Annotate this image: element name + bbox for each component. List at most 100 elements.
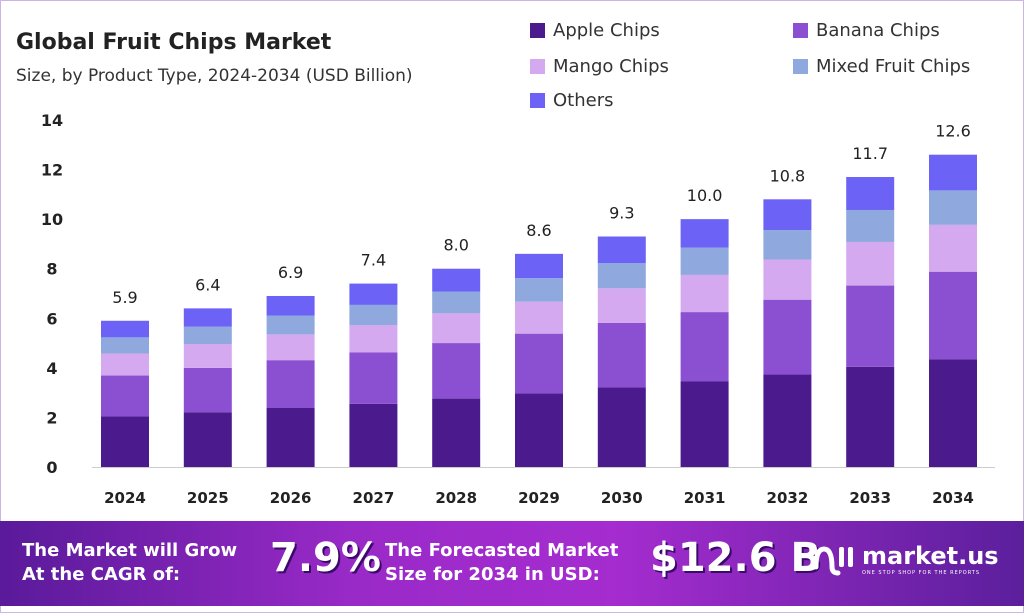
bar-segment-mango-chips (929, 224, 977, 272)
legend-label: Mango Chips (553, 56, 669, 77)
bar-segment-mixed-fruit-chips (597, 263, 646, 289)
bar-segment-apple-chips (515, 393, 563, 467)
y-tick-label: 0 (46, 458, 57, 477)
bar-segment-others (846, 177, 895, 210)
total-label: 8.0 (443, 236, 468, 255)
bar-segment-mango-chips (349, 324, 398, 353)
x-tick-label: 2027 (353, 489, 395, 507)
bar-segment-mixed-fruit-chips (101, 337, 149, 354)
legend-label: Apple Chips (553, 20, 660, 41)
bar-segment-apple-chips (680, 381, 729, 467)
bar-segment-banana-chips (929, 271, 977, 360)
bar-segment-mango-chips (763, 259, 812, 300)
bar-segment-apple-chips (101, 416, 149, 467)
x-tick-label: 2029 (518, 489, 560, 507)
bar-segment-mixed-fruit-chips (432, 291, 481, 314)
bar-segment-mixed-fruit-chips (929, 190, 977, 225)
forecast-label: The Forecasted Market Size for 2034 in US… (385, 539, 618, 587)
chart-plot: 0 2 4 6 8 10 12 14 5.9 2024 6.4 2025 6.9 2026 7.4 2027 8… (41, 111, 995, 507)
bar-segment-banana-chips (763, 299, 812, 375)
legend-item-banana: Banana Chips (793, 20, 940, 41)
bar-segment-banana-chips (432, 343, 481, 399)
x-tick-label: 2034 (932, 489, 974, 507)
legend-label: Banana Chips (816, 20, 940, 41)
bar-segment-banana-chips (680, 312, 729, 382)
x-tick-label: 2033 (849, 489, 891, 507)
brand-tagline: ONE STOP SHOP FOR THE REPORTS (862, 570, 981, 576)
bar-segment-mixed-fruit-chips (349, 304, 398, 325)
x-tick-label: 2026 (270, 489, 312, 507)
chart-subtitle: Size, by Product Type, 2024-2034 (USD Bi… (16, 66, 413, 86)
x-tick-label: 2031 (684, 489, 726, 507)
bar-segment-apple-chips (432, 398, 481, 467)
legend-swatch (530, 23, 545, 38)
forecast-label-line: The Forecasted Market (385, 540, 619, 561)
bar-segment-mango-chips (597, 288, 646, 323)
bar-segment-apple-chips (183, 412, 232, 467)
bar-segment-mango-chips (183, 344, 232, 368)
bar-segment-others (680, 219, 729, 248)
bar-segment-others (101, 320, 149, 338)
y-tick-label: 4 (46, 359, 57, 378)
bar-segment-apple-chips (349, 403, 398, 467)
bar-segment-mango-chips (266, 334, 315, 361)
bar-segment-mango-chips (680, 274, 729, 313)
y-tick-label: 10 (41, 210, 63, 229)
total-label: 12.6 (935, 122, 971, 141)
bar-segment-apple-chips (763, 374, 812, 467)
legend-swatch (530, 93, 545, 108)
x-tick-label: 2032 (767, 489, 809, 507)
x-tick-label: 2028 (435, 489, 477, 507)
total-label: 7.4 (361, 251, 386, 270)
bar-segment-others (432, 268, 481, 292)
total-label: 9.3 (609, 203, 634, 222)
total-label: 10.0 (687, 186, 723, 205)
total-label: 8.6 (526, 221, 551, 240)
cagr-label-line: The Market will Grow (22, 540, 238, 561)
bar-segment-mango-chips (515, 301, 563, 334)
bar-segment-banana-chips (515, 333, 563, 394)
total-label: 5.9 (112, 288, 137, 307)
x-tick-label: 2025 (187, 489, 229, 507)
y-tick-label: 6 (46, 309, 57, 328)
bar-segment-mixed-fruit-chips (515, 278, 563, 302)
bar-segment-mixed-fruit-chips (680, 247, 729, 275)
bar-segment-banana-chips (349, 352, 398, 404)
cagr-label: The Market will Grow At the CAGR of: (22, 539, 237, 587)
bar-segment-others (597, 236, 646, 264)
x-tick-label: 2030 (601, 489, 643, 507)
legend-label: Mixed Fruit Chips (816, 56, 971, 77)
legend-item-apple: Apple Chips (530, 20, 660, 41)
bar-segment-others (266, 295, 315, 316)
bar-segment-apple-chips (266, 408, 315, 467)
bar-segment-apple-chips (846, 366, 895, 467)
bar-segment-banana-chips (101, 375, 149, 417)
bar-segment-others (929, 154, 977, 191)
bar-segment-others (183, 308, 232, 327)
bar-segment-mixed-fruit-chips (183, 326, 232, 345)
x-tick-label: 2024 (104, 489, 146, 507)
bar-segment-others (349, 283, 398, 305)
bar-segment-apple-chips (929, 359, 977, 467)
logo-icon (813, 546, 853, 576)
y-tick-label: 12 (41, 161, 63, 180)
legend-item-others: Others (530, 90, 614, 111)
bar-segment-banana-chips (266, 360, 315, 409)
forecast-value: $12.6 B (650, 535, 821, 581)
bar-segment-mixed-fruit-chips (846, 209, 895, 242)
y-tick-label: 8 (46, 260, 57, 279)
legend-item-mango: Mango Chips (530, 56, 669, 77)
brand-logo: market.us ONE STOP SHOP FOR THE REPORTS (812, 541, 999, 577)
legend-swatch (793, 23, 808, 38)
bar-segment-banana-chips (846, 285, 895, 367)
forecast-label-line: Size for 2034 in USD: (385, 564, 600, 585)
footer-banner: The Market will Grow At the CAGR of: 7.9%… (0, 521, 1024, 606)
legend-swatch (530, 59, 545, 74)
bar-segment-others (763, 199, 812, 231)
bar-segment-mango-chips (101, 353, 149, 376)
bar-segment-mixed-fruit-chips (266, 315, 315, 335)
total-label: 6.4 (195, 275, 220, 294)
bar-segment-banana-chips (597, 322, 646, 388)
y-tick-label: 14 (41, 111, 63, 130)
bar-segment-banana-chips (183, 367, 232, 413)
